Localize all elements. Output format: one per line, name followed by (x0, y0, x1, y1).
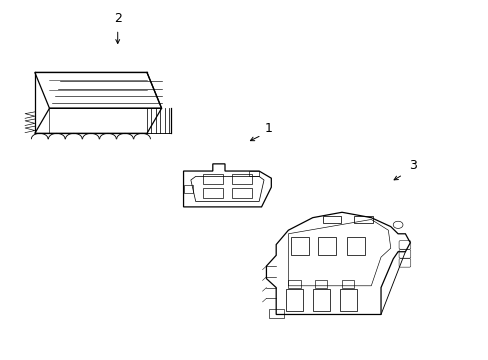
Bar (285, 289, 303, 311)
Bar (268, 309, 283, 318)
Text: 2: 2 (114, 12, 122, 25)
Bar (312, 289, 329, 311)
Bar (203, 188, 222, 198)
Bar (341, 280, 353, 288)
Bar (290, 237, 309, 255)
Bar (203, 174, 222, 184)
Bar (249, 171, 259, 176)
Bar (339, 289, 356, 311)
Bar (288, 280, 300, 288)
Bar (353, 216, 372, 223)
Text: 3: 3 (408, 159, 416, 172)
Bar (183, 185, 193, 193)
Bar (346, 237, 365, 255)
Bar (232, 174, 251, 184)
Bar (315, 280, 327, 288)
Bar (322, 216, 340, 223)
Text: 1: 1 (264, 122, 272, 135)
Bar (232, 188, 251, 198)
Bar (317, 237, 335, 255)
